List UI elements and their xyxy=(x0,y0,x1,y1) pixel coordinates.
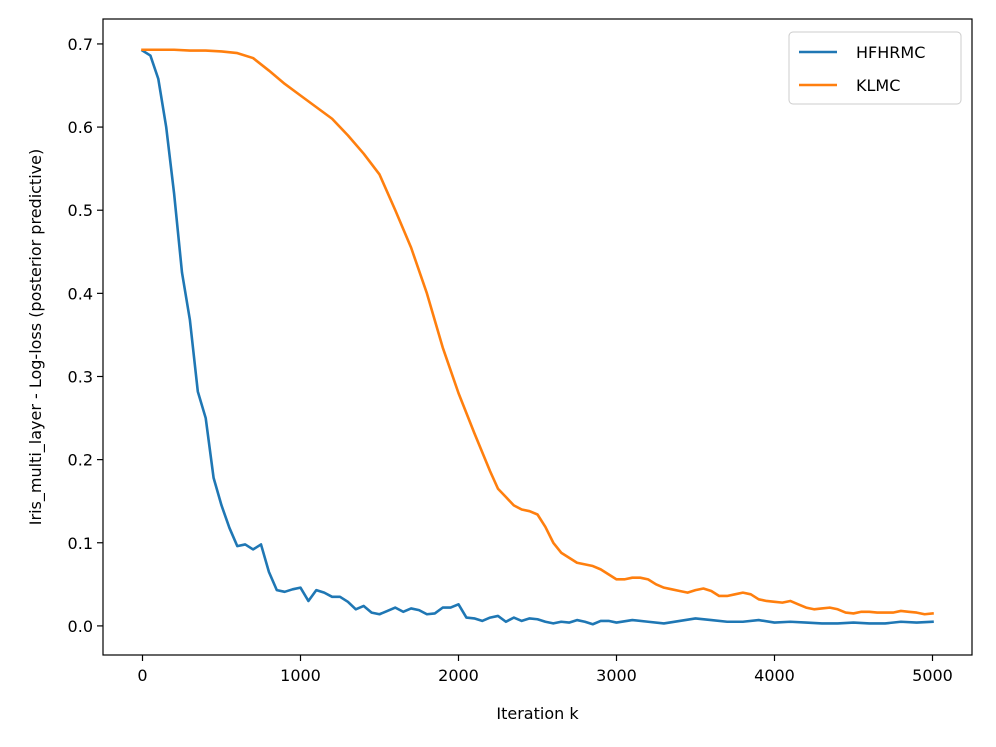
y-tick-label: 0.3 xyxy=(68,367,93,386)
y-axis-label: Iris_multi_layer - Log-loss (posterior p… xyxy=(26,149,46,525)
x-tick-label: 4000 xyxy=(754,666,795,685)
x-tick-label: 3000 xyxy=(596,666,637,685)
y-tick-label: 0.7 xyxy=(68,35,93,54)
series-line-klmc xyxy=(141,48,934,616)
legend-label-klmc: KLMC xyxy=(856,76,900,95)
y-tick-label: 0.2 xyxy=(68,451,93,470)
y-tick-label: 0.5 xyxy=(68,201,93,220)
x-tick-label: 2000 xyxy=(438,666,479,685)
legend-label-hfhrmc: HFHRMC xyxy=(856,43,925,62)
x-axis-label: Iteration k xyxy=(496,704,579,723)
series-layer xyxy=(140,48,934,626)
y-tick-label: 0.4 xyxy=(68,284,93,303)
x-tick-label: 1000 xyxy=(280,666,321,685)
y-tick-label: 0.0 xyxy=(68,617,93,636)
axes-layer: 0 1000 2000 3000 4000 5000 0.0 0.1 0.2 0.3 0.4 0.5 0… xyxy=(68,18,973,685)
series-line-hfhrmc xyxy=(140,48,934,626)
x-tick-label: 5000 xyxy=(912,666,953,685)
legend: HFHRMC KLMC xyxy=(788,31,962,105)
y-tick-label: 0.6 xyxy=(68,118,93,137)
plot-frame xyxy=(102,18,973,656)
y-tick-label: 0.1 xyxy=(68,534,93,553)
x-tick-label: 0 xyxy=(137,666,147,685)
